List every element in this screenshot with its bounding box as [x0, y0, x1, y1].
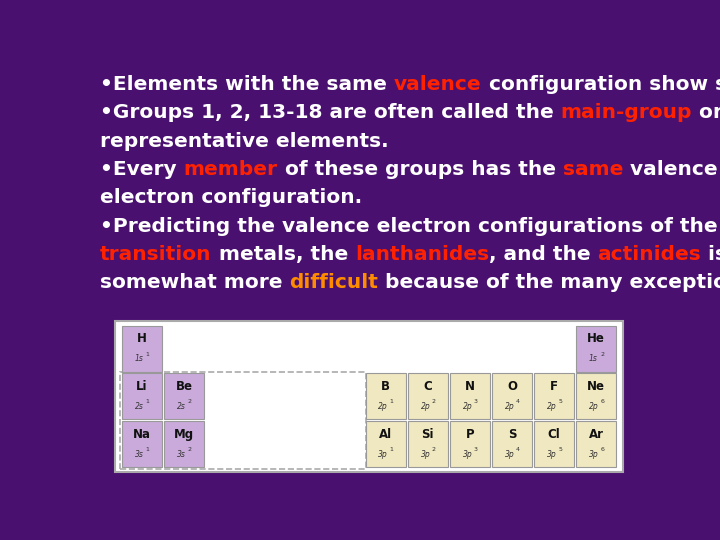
Text: 3p: 3p — [463, 450, 472, 459]
Text: 3s: 3s — [176, 450, 186, 459]
Text: H: H — [137, 332, 147, 345]
Text: 2p: 2p — [505, 402, 515, 411]
Text: Na: Na — [132, 428, 150, 441]
FancyBboxPatch shape — [408, 421, 448, 467]
Text: 6: 6 — [600, 447, 604, 453]
Text: S: S — [508, 428, 516, 441]
Text: 2: 2 — [432, 447, 436, 453]
FancyBboxPatch shape — [122, 373, 162, 420]
Text: representative elements.: representative elements. — [100, 132, 389, 151]
Text: 3p: 3p — [420, 450, 431, 459]
Text: 2s: 2s — [135, 402, 143, 411]
FancyBboxPatch shape — [122, 421, 162, 467]
Text: 3p: 3p — [505, 450, 515, 459]
Text: , and the: , and the — [489, 245, 598, 264]
Text: 4: 4 — [516, 400, 520, 404]
Text: lanthanides: lanthanides — [355, 245, 489, 264]
Text: valence: valence — [623, 160, 718, 179]
Text: 2: 2 — [188, 447, 192, 453]
Text: 1: 1 — [145, 447, 150, 453]
Text: 2p: 2p — [420, 402, 431, 411]
Text: Ar: Ar — [589, 428, 604, 441]
Text: transition: transition — [100, 245, 212, 264]
Text: Si: Si — [421, 428, 434, 441]
Text: •Predicting the valence electron configurations of the: •Predicting the valence electron configu… — [100, 217, 718, 235]
FancyBboxPatch shape — [366, 373, 405, 420]
FancyBboxPatch shape — [450, 373, 490, 420]
Text: Cl: Cl — [548, 428, 560, 441]
Text: 1: 1 — [390, 447, 393, 453]
Text: 1s: 1s — [135, 354, 143, 363]
Text: •Elements with the same: •Elements with the same — [100, 75, 394, 94]
Text: Be: Be — [176, 380, 192, 393]
Text: 2: 2 — [432, 400, 436, 404]
FancyBboxPatch shape — [115, 321, 623, 472]
Text: or: or — [693, 104, 720, 123]
FancyBboxPatch shape — [164, 421, 204, 467]
Text: 4: 4 — [516, 447, 520, 453]
Text: of these groups has the: of these groups has the — [278, 160, 562, 179]
Text: 6: 6 — [600, 400, 604, 404]
Text: main-group: main-group — [561, 104, 693, 123]
Text: Ne: Ne — [588, 380, 606, 393]
Text: 2: 2 — [600, 352, 604, 356]
Text: O: O — [507, 380, 517, 393]
Text: 5: 5 — [558, 400, 562, 404]
Text: 5: 5 — [558, 447, 562, 453]
Text: 2p: 2p — [589, 402, 599, 411]
Text: valence: valence — [394, 75, 482, 94]
Text: N: N — [465, 380, 475, 393]
FancyBboxPatch shape — [164, 373, 204, 420]
Text: 2s: 2s — [176, 402, 186, 411]
FancyBboxPatch shape — [576, 421, 616, 467]
FancyBboxPatch shape — [534, 373, 574, 420]
Text: F: F — [550, 380, 558, 393]
Text: 1s: 1s — [589, 354, 598, 363]
Text: 2p: 2p — [379, 402, 388, 411]
Text: 2: 2 — [188, 400, 192, 404]
Text: C: C — [423, 380, 432, 393]
Text: 3s: 3s — [135, 450, 143, 459]
Text: 1: 1 — [145, 352, 150, 356]
Text: 2p: 2p — [463, 402, 472, 411]
Text: B: B — [381, 380, 390, 393]
Text: P: P — [466, 428, 474, 441]
Text: difficult: difficult — [289, 273, 379, 292]
Text: 2p: 2p — [547, 402, 557, 411]
Text: 3: 3 — [474, 400, 478, 404]
Text: •Groups 1, 2, 13-18 are often called the: •Groups 1, 2, 13-18 are often called the — [100, 104, 561, 123]
Text: is: is — [701, 245, 720, 264]
FancyBboxPatch shape — [492, 373, 532, 420]
Text: same: same — [562, 160, 623, 179]
FancyBboxPatch shape — [366, 421, 405, 467]
Text: 1: 1 — [390, 400, 393, 404]
FancyBboxPatch shape — [576, 373, 616, 420]
Text: 3p: 3p — [547, 450, 557, 459]
Text: 3: 3 — [474, 447, 478, 453]
FancyBboxPatch shape — [534, 421, 574, 467]
Text: Al: Al — [379, 428, 392, 441]
Text: He: He — [588, 332, 606, 345]
Text: 3p: 3p — [589, 450, 599, 459]
Text: somewhat more: somewhat more — [100, 273, 289, 292]
Text: Mg: Mg — [174, 428, 194, 441]
Text: electron configuration.: electron configuration. — [100, 188, 362, 207]
Text: because of the many exceptions.: because of the many exceptions. — [379, 273, 720, 292]
Text: configuration show similar: configuration show similar — [482, 75, 720, 94]
Text: metals, the: metals, the — [212, 245, 355, 264]
Text: Li: Li — [136, 380, 148, 393]
Text: 3p: 3p — [379, 450, 388, 459]
FancyBboxPatch shape — [450, 421, 490, 467]
FancyBboxPatch shape — [492, 421, 532, 467]
Text: member: member — [184, 160, 278, 179]
Text: actinides: actinides — [598, 245, 701, 264]
FancyBboxPatch shape — [122, 326, 162, 372]
Text: 1: 1 — [145, 400, 150, 404]
FancyBboxPatch shape — [576, 326, 616, 372]
Text: •Every: •Every — [100, 160, 184, 179]
FancyBboxPatch shape — [408, 373, 448, 420]
